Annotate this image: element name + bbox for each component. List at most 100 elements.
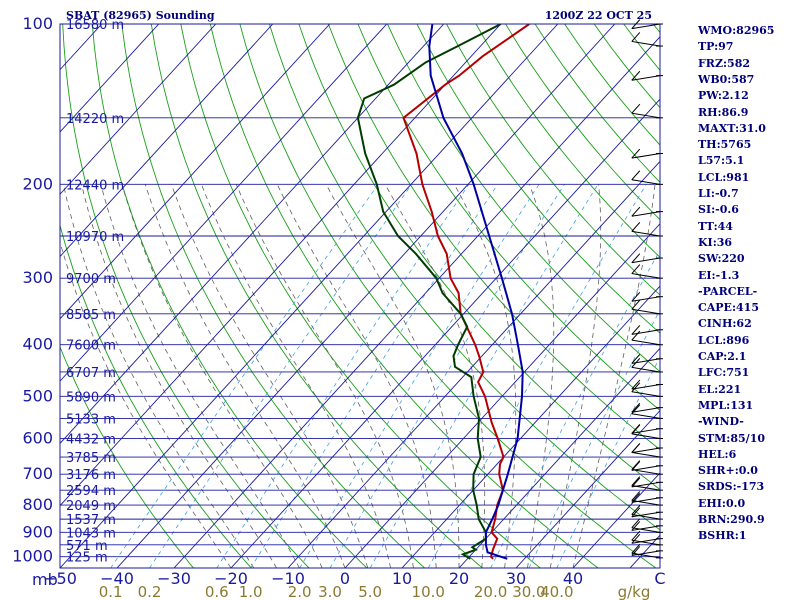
height-label: 5890 m [66,390,116,405]
wind-barb-staff [631,465,661,471]
wind-barb-feather [631,546,641,556]
moist-adiabat [572,184,656,568]
wind-barb-feather [631,493,641,503]
wind-barb [631,19,663,30]
wind-barb-feather [631,206,641,217]
height-label: 12440 m [66,178,124,193]
index-line: RH:86.9 [698,105,749,119]
index-line: EI:-1.3 [698,268,740,282]
wind-barb [631,493,663,503]
mixing-ratio-label: 0.1 [99,583,123,600]
wind-barb-feather [631,543,641,554]
wind-barb-staff [631,539,661,546]
wind-barb [631,402,663,413]
mixing-ratio-line [149,184,412,568]
height-label: 1043 m [66,526,116,541]
wind-barb-staff [631,211,661,217]
wind-barb-staff [631,383,661,390]
isotherm [230,98,660,568]
pressure-tick-label: 900 [22,522,53,541]
index-line: CAPE:415 [698,301,759,315]
moist-adiabat [201,184,391,568]
index-line: EHI:0.0 [698,496,746,510]
wind-barb [631,546,663,556]
wind-barb-feather [631,170,641,181]
moist-adiabat [384,184,486,568]
dry-adiabat [446,24,660,296]
temperature-tick-label: 30 [506,569,526,588]
dry-adiabat [327,24,660,451]
isotherm [60,24,274,258]
mixing-ratio-unit: g/kg [618,583,651,600]
parcel-trace [428,24,524,560]
mixing-ratio-line [369,184,599,568]
index-line: WB0:587 [698,72,755,86]
wind-barb-staff [631,550,661,556]
temperature-trace [402,24,530,560]
chart-valid-time: 1200Z 22 OCT 25 [545,9,652,22]
index-line: STM:85/10 [698,431,765,445]
height-label: 7600 m [66,339,116,354]
wind-barb [631,530,663,546]
wind-barb-staff [631,511,661,518]
temperature-tick-label: 10 [392,569,412,588]
index-line: LCL:896 [698,333,750,347]
isotherm [0,24,45,568]
wind-barb-feather [631,521,641,531]
chart-title: SBAT (82965) Sounding [66,9,215,22]
index-line: SI:-0.6 [698,203,739,217]
temperature-tick-label: −30 [157,569,191,588]
temperature-tick-label: 40 [563,569,583,588]
wind-barb [631,354,663,364]
wind-barb [631,330,663,346]
height-label: 3176 m [66,468,116,483]
moist-adiabat [60,240,232,568]
wind-barb [631,443,663,454]
wind-barb-feather [631,330,641,341]
pressure-tick-label: 500 [22,386,53,405]
wind-barb-staff [631,40,661,47]
mixing-ratio-label: 1.0 [239,583,263,600]
wind-barb [631,518,663,533]
wind-barb-feather [631,423,641,434]
index-line: -PARCEL- [698,284,758,298]
height-label: 1537 m [66,513,116,528]
mixing-ratio-line [427,184,647,568]
pressure-axis-unit: mb [32,570,58,589]
wind-barb-staff [631,413,661,419]
pressure-tick-label: 600 [22,429,53,448]
index-line: LFC:751 [698,366,750,380]
wind-barb-feather [631,460,641,470]
index-line: BSHR:1 [698,529,747,543]
wind-barb [631,170,663,185]
wind-barb-staff [631,152,661,159]
isotherm [60,24,445,445]
wind-barb [631,382,663,397]
wind-barb-staff [631,358,661,364]
isotherm [287,160,660,568]
wind-barb [631,379,663,390]
dry-adiabat [268,24,660,531]
dry-adiabat [150,24,483,568]
moist-adiabat [235,184,414,568]
index-line: MPL:131 [698,398,754,412]
background-grid [0,24,660,568]
height-label: 571 m [66,539,108,554]
index-line: L57:5.1 [698,154,745,168]
isotherm [60,24,388,382]
dry-adiabat [475,24,660,258]
index-line: KI:36 [698,235,733,249]
dewpoint-trace [356,24,502,560]
moist-adiabat [527,184,555,568]
height-label: 125 m [66,551,108,566]
mixing-ratio-line [250,184,499,568]
wind-barb-staff [631,75,661,81]
index-line: -WIND- [698,415,744,429]
wind-barb [631,461,663,471]
wind-barb-staff [631,112,661,119]
isotherm [173,36,660,568]
index-line: CINH:62 [698,317,752,331]
pressure-tick-label: 200 [22,174,53,193]
wind-barb-staff [631,552,661,559]
